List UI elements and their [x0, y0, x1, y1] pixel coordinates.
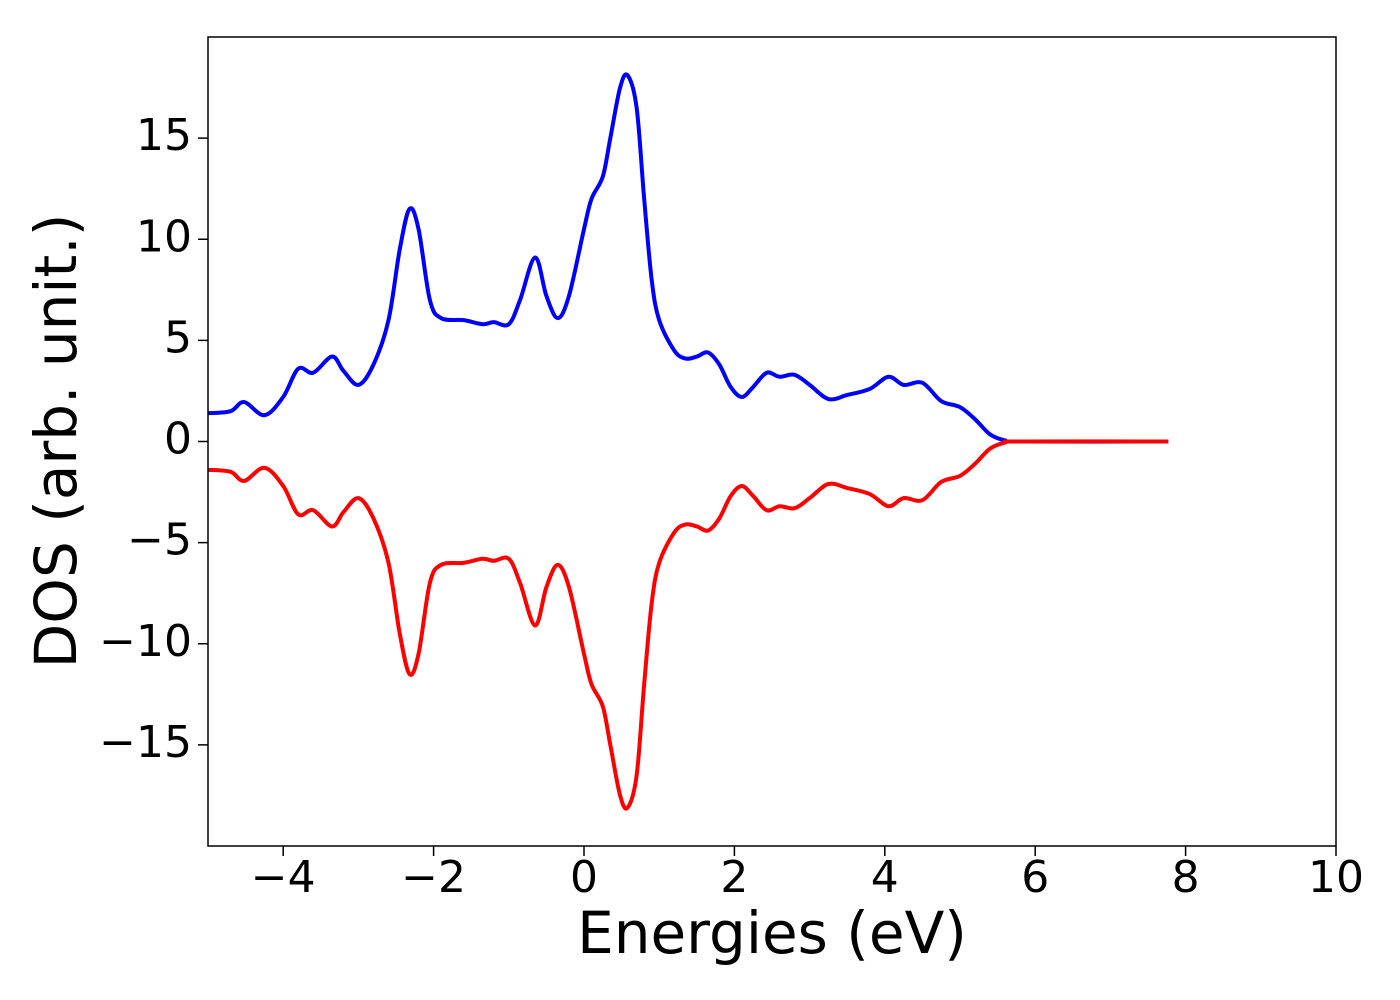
- x-axis-label: Energies (eV): [577, 899, 967, 967]
- x-tick-label: 4: [871, 852, 899, 903]
- y-tick-label: 15: [136, 110, 192, 161]
- x-tick-label: 6: [1021, 852, 1049, 903]
- series-line: [208, 439, 1169, 811]
- x-tick-label: 10: [1308, 852, 1364, 903]
- y-tick-label: −15: [99, 717, 192, 768]
- y-tick-label: −5: [127, 515, 192, 566]
- y-tick-label: 5: [164, 312, 192, 363]
- y-axis-label: DOS (arb. unit.): [22, 214, 90, 669]
- y-tick-label: −10: [99, 616, 192, 667]
- y-tick-label: 0: [164, 414, 192, 465]
- plot-frame: [207, 36, 1337, 847]
- series-line: [208, 72, 1169, 444]
- x-tick-label: −4: [251, 852, 316, 903]
- x-tick-label: 8: [1172, 852, 1200, 903]
- x-tick-label: −2: [401, 852, 466, 903]
- x-tick-label: 2: [720, 852, 748, 903]
- y-tick-label: 10: [136, 211, 192, 262]
- x-tick-label: 0: [570, 852, 598, 903]
